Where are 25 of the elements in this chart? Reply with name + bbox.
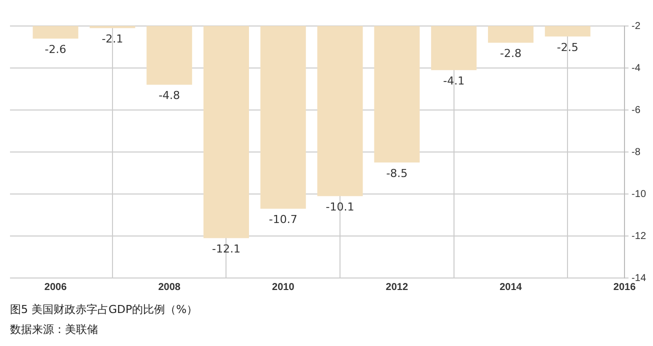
y-tick-label: -14 bbox=[632, 272, 646, 284]
data-label: -2.1 bbox=[102, 32, 124, 46]
x-tick-label: 2010 bbox=[272, 282, 295, 293]
y-tick-label: -6 bbox=[632, 104, 641, 116]
data-label: -2.5 bbox=[556, 40, 578, 54]
data-label: -8.5 bbox=[386, 166, 408, 180]
y-tick-label: -2 bbox=[632, 20, 641, 32]
data-label: -2.8 bbox=[500, 47, 522, 60]
y-tick-label: -12 bbox=[632, 230, 646, 242]
data-label: -10.1 bbox=[326, 200, 354, 214]
x-tick-label: 2006 bbox=[44, 282, 68, 293]
y-tick-label: -10 bbox=[632, 188, 646, 200]
x-tick-label: 2012 bbox=[386, 282, 408, 293]
x-tick-label: 2014 bbox=[500, 282, 522, 293]
data-label: -10.7 bbox=[268, 213, 298, 226]
data-label: -4.1 bbox=[443, 74, 465, 88]
y-tick-label: -4 bbox=[632, 62, 641, 74]
source-note: 数据来源：美联储 bbox=[10, 322, 99, 338]
x-tick-label: 2016 bbox=[613, 282, 636, 293]
y-tick-label: -8 bbox=[632, 146, 641, 158]
data-label: -12.1 bbox=[212, 242, 240, 256]
x-tick-label: 2008 bbox=[158, 282, 181, 293]
caption: 图5 美国财政赤字占GDP的比例（%） bbox=[10, 302, 198, 318]
data-label: -2.6 bbox=[44, 42, 66, 56]
data-label: -4.8 bbox=[158, 89, 180, 102]
